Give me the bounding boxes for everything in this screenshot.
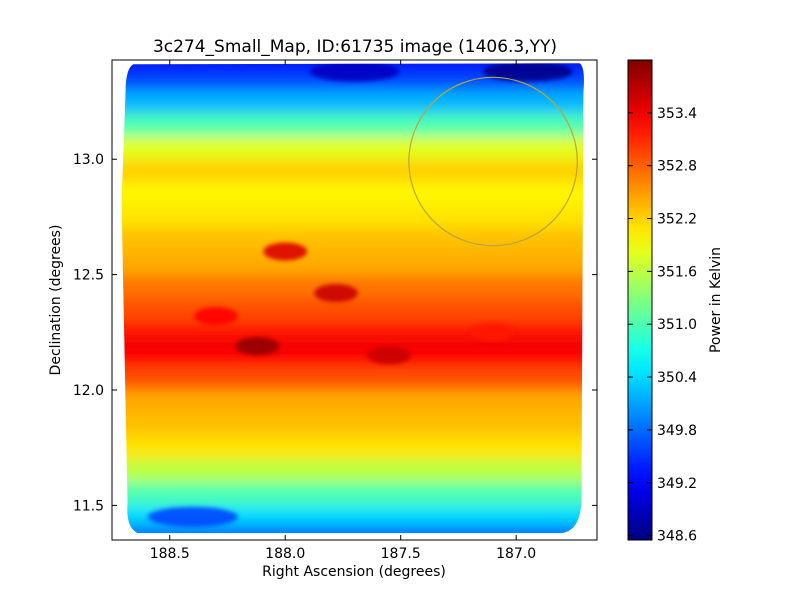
heatmap-band	[121, 482, 584, 506]
heatmap-band	[121, 320, 584, 339]
coldspot	[309, 63, 400, 82]
colorbar-tick-label: 348.6	[657, 529, 697, 545]
colorbar-tick-label: 350.4	[657, 370, 697, 386]
heatmap-band	[121, 90, 584, 114]
hotspot	[193, 307, 238, 326]
x-axis-label: Right Ascension (degrees)	[262, 564, 446, 580]
heatmap-band	[121, 349, 584, 367]
colorbar-tick-label: 352.2	[657, 212, 697, 228]
hotspot	[471, 323, 516, 342]
heatmap-band	[121, 113, 584, 137]
colorbar-tick-label: 351.0	[657, 317, 697, 333]
plot-area: 188.5 188.0 187.5 187.0 11.5 12.0 12.5 13.0	[73, 59, 598, 562]
heatmap-band	[121, 228, 584, 252]
colorbar-gradient	[627, 59, 653, 541]
x-tick-label: 188.0	[265, 546, 305, 562]
colorbar-tick-label: 351.6	[657, 264, 697, 280]
y-axis-label: Declination (degrees)	[48, 225, 64, 376]
plot-frame	[111, 59, 598, 541]
heatmap-band	[121, 436, 584, 460]
heatmap-band	[121, 525, 584, 534]
hotspot	[235, 337, 280, 356]
coldspot	[482, 63, 573, 82]
y-tick-label: 12.0	[73, 383, 104, 399]
heatmap-band	[121, 159, 584, 183]
x-tick-label: 187.0	[496, 546, 536, 562]
heatmap	[121, 63, 584, 534]
x-tick-label: 187.5	[381, 546, 421, 562]
coldspot	[147, 506, 238, 527]
hotspot	[367, 346, 412, 365]
hotspot	[263, 242, 308, 261]
heatmap-band	[121, 297, 584, 321]
heatmap-band	[121, 251, 584, 275]
heatmap-band	[121, 505, 584, 525]
heatmap-band	[121, 274, 584, 298]
source-circle	[408, 76, 578, 247]
heatmap-band	[121, 338, 584, 350]
heatmap-band	[121, 136, 584, 160]
heatmap-band	[121, 205, 584, 229]
heatmap-features	[147, 63, 573, 527]
colorbar: 348.6 349.2 349.8 350.4 351.0 351.6 352.2 352.8…	[627, 59, 724, 545]
heatmap-band	[121, 413, 584, 437]
y-tick-label: 12.5	[73, 268, 104, 284]
y-tick-label: 11.5	[73, 498, 104, 514]
heatmap-band	[121, 390, 584, 414]
colorbar-label: Power in Kelvin	[708, 247, 724, 353]
chart-title: 3c274_Small_Map, ID:61735 image (1406.3,…	[153, 37, 557, 57]
colorbar-tick-label: 352.8	[657, 159, 697, 175]
heatmap-band	[121, 366, 584, 390]
colorbar-tick-label: 349.2	[657, 476, 697, 492]
y-tick-label: 13.0	[73, 152, 104, 168]
hotspot	[314, 284, 359, 303]
heatmap-band	[121, 182, 584, 206]
heatmap-band	[121, 459, 584, 483]
x-tick-label: 188.5	[150, 546, 190, 562]
colorbar-tick-label: 353.4	[657, 106, 697, 122]
heatmap-bands	[121, 63, 584, 534]
colorbar-tick-label: 349.8	[657, 423, 697, 439]
